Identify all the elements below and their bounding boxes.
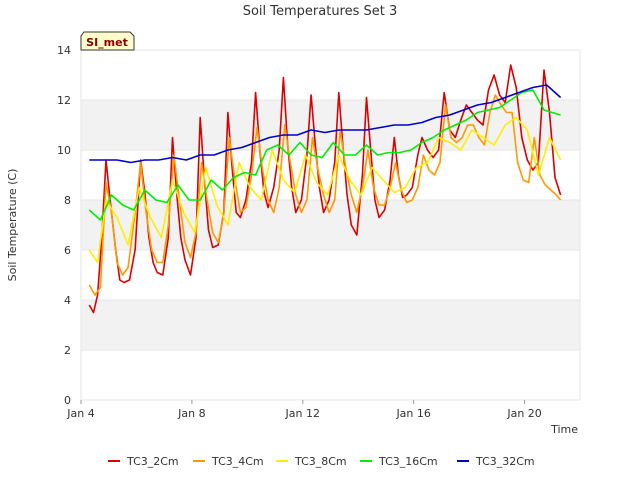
y-tick-label: 14 <box>57 44 71 57</box>
x-axis-label: Time <box>550 423 578 436</box>
band-light <box>81 350 580 400</box>
series-line-tc3-2cm <box>88 64 562 314</box>
legend-label: TC3_4Cm <box>211 455 264 468</box>
legend-label: TC3_2Cm <box>126 455 179 468</box>
y-tick-label: 4 <box>64 294 71 307</box>
site-badge: SI_met <box>80 31 135 51</box>
legend-label: TC3_8Cm <box>294 455 347 468</box>
series-lines <box>88 64 562 314</box>
legend-label: TC3_32Cm <box>475 455 535 468</box>
legend-label: TC3_16Cm <box>378 455 438 468</box>
y-tick-label: 2 <box>64 344 71 357</box>
series-line-tc3-8cm <box>88 116 562 264</box>
x-tick-label: Jan 16 <box>395 407 430 420</box>
y-tick-label: 6 <box>64 244 71 257</box>
x-tick-label: Jan 8 <box>177 407 205 420</box>
y-axis-label: Soil Temperature (C) <box>6 169 19 282</box>
series-line-tc3-4cm <box>88 94 562 296</box>
y-tick-label: 0 <box>64 394 71 407</box>
x-axis-ticks: Jan 4 Jan 8 Jan 12 Jan 16 Jan 20 <box>66 400 542 420</box>
site-badge-box <box>80 31 135 51</box>
background-bands <box>81 50 580 400</box>
series-line-tc3-32cm <box>89 84 562 164</box>
site-badge-label: SI_met <box>86 36 128 49</box>
x-tick-label: Jan 4 <box>66 407 94 420</box>
x-tick-label: Jan 20 <box>506 407 541 420</box>
series-line-tc3-16cm <box>88 89 561 221</box>
y-tick-label: 12 <box>57 94 71 107</box>
legend: TC3_2Cm TC3_4Cm TC3_8Cm TC3_16Cm TC3_32Cm <box>108 455 535 468</box>
x-tick-label: Jan 12 <box>285 407 320 420</box>
chart-title: Soil Temperatures Set 3 <box>243 4 398 19</box>
y-tick-label: 8 <box>64 194 71 207</box>
band-shaded <box>81 300 580 350</box>
y-tick-label: 10 <box>57 144 71 157</box>
band-light <box>81 50 580 100</box>
